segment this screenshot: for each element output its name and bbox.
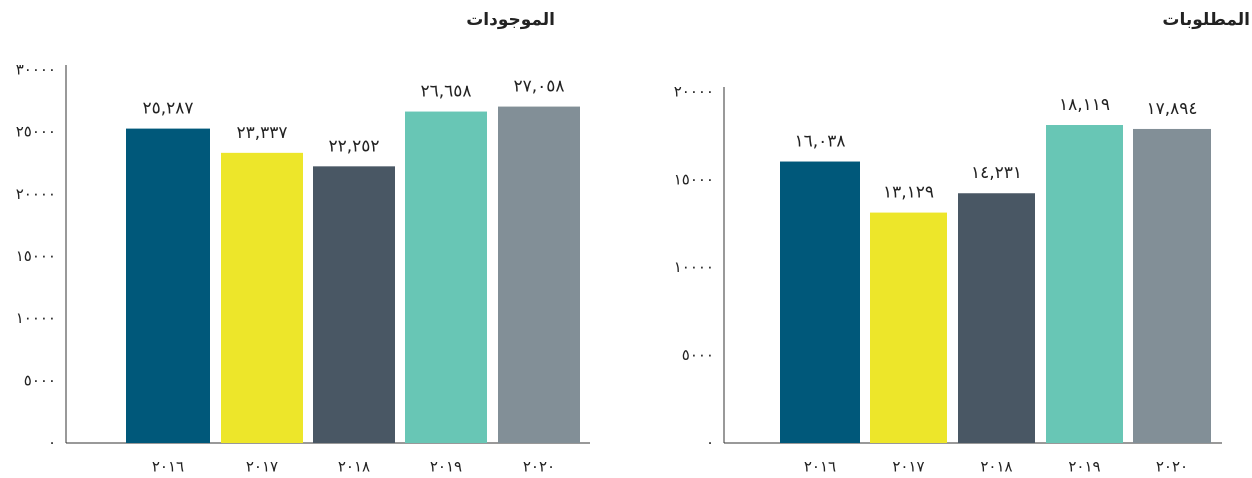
x-tick-label: ٢٠١٨ (338, 458, 370, 476)
x-tick-label: ٢٠١٧ (892, 458, 924, 476)
y-tick-label: ٢٠٠٠٠ (674, 83, 714, 101)
bar (221, 152, 303, 443)
x-tick-label: ٢٠٢٠ (523, 458, 555, 476)
value-label: ٢٢,٢٥٢ (328, 136, 379, 156)
y-tick-label: ٣٠٠٠٠ (16, 61, 56, 79)
x-tick-label: ٢٠١٨ (980, 458, 1012, 476)
bar (1046, 125, 1123, 444)
y-tick-label: ٠ (706, 434, 714, 452)
x-tick-label: ٢٠١٩ (1068, 458, 1100, 476)
y-tick-label: ١٠٠٠٠ (674, 258, 714, 276)
bar (126, 128, 210, 443)
bar (405, 111, 487, 444)
value-label: ٢٧,٠٥٨ (513, 77, 564, 97)
y-tick-label: ٠ (48, 434, 56, 452)
value-label: ٢٣,٣٣٧ (236, 123, 287, 143)
bar (498, 106, 580, 444)
chart-title: الموجودات (466, 10, 555, 30)
bar (958, 193, 1035, 443)
y-tick-label: ٢٥٠٠٠ (16, 123, 56, 141)
y-tick-label: ٥٠٠٠ (24, 371, 56, 389)
x-tick-label: ٢٠١٩ (430, 458, 462, 476)
bar (313, 166, 395, 443)
value-label: ٢٦,٦٥٨ (420, 82, 471, 102)
y-tick-label: ١٥٠٠٠ (16, 247, 56, 265)
value-label: ١٣,١٢٩ (883, 183, 934, 203)
x-tick-label: ٢٠٢٠ (1156, 458, 1188, 476)
bar (780, 161, 860, 444)
y-tick-label: ١٠٠٠٠ (16, 309, 56, 327)
value-label: ١٨,١١٩ (1059, 95, 1110, 115)
value-label: ١٦,٠٣٨ (794, 132, 845, 152)
y-tick-label: ٢٠٠٠٠ (16, 185, 56, 203)
y-tick-label: ٥٠٠٠ (682, 346, 714, 364)
value-label: ١٤,٢٣١ (971, 163, 1022, 183)
bar (1133, 128, 1211, 443)
value-label: ٢٥,٢٨٧ (142, 99, 193, 119)
y-tick-label: ١٥٠٠٠ (674, 170, 714, 188)
chart-title: المطلوبات (1162, 10, 1250, 30)
value-label: ١٧,٨٩٤ (1146, 99, 1197, 119)
x-tick-label: ٢٠١٧ (246, 458, 278, 476)
x-tick-label: ٢٠١٦ (804, 458, 836, 476)
bar (870, 212, 947, 443)
x-tick-label: ٢٠١٦ (152, 458, 184, 476)
